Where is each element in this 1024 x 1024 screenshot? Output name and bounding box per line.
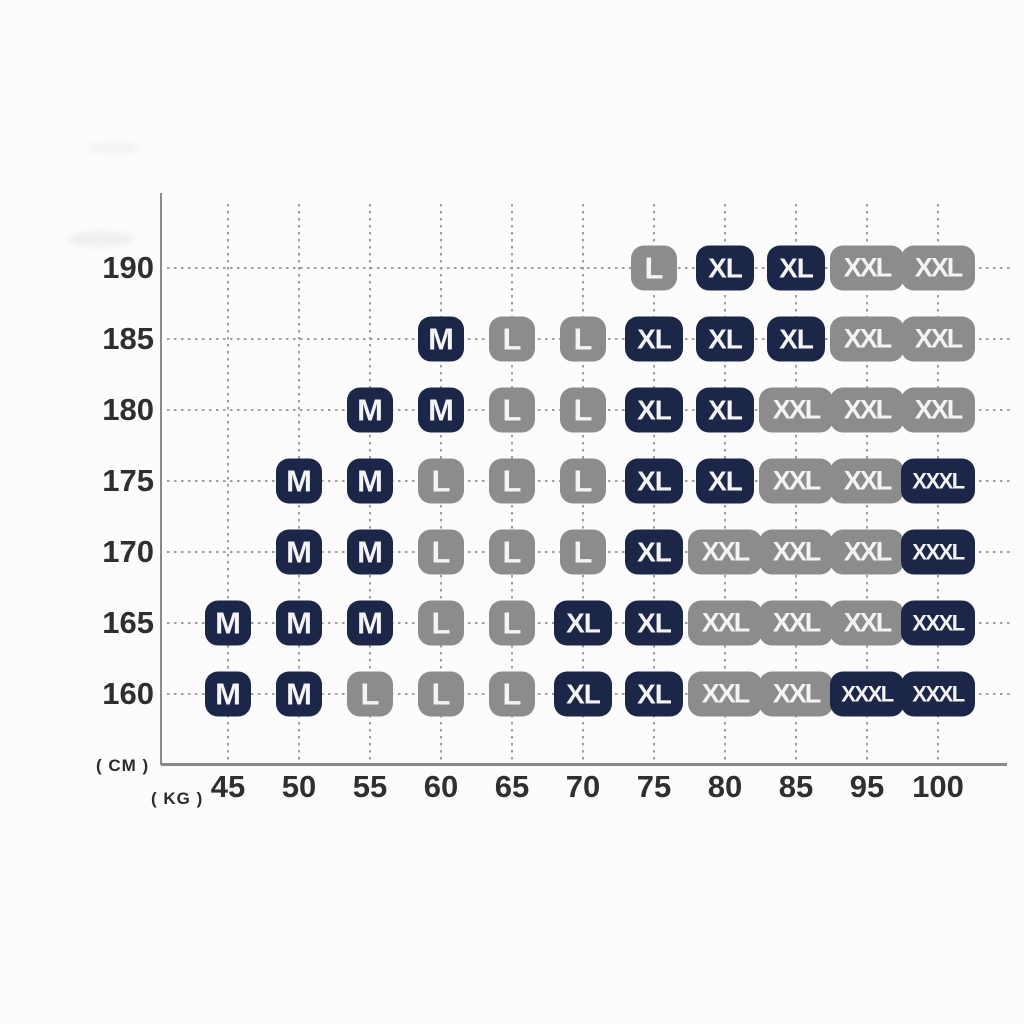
x-tick-label: 60 <box>423 769 459 804</box>
size-badge-m-165cm-50kg: M <box>276 600 322 646</box>
size-badge-m-165cm-45kg: M <box>205 600 251 646</box>
size-badge-l-175cm-70kg: L <box>560 458 606 504</box>
x-tick-label: 70 <box>565 769 601 804</box>
size-badge-xxxl-160cm-100kg: XXXL <box>901 671 975 717</box>
y-tick-label: 190 <box>102 250 154 285</box>
size-badge-xl-185cm-85kg: XL <box>767 316 825 362</box>
y-tick-label: 180 <box>102 392 154 427</box>
y-tick-label: 175 <box>102 463 154 498</box>
size-badge-m-165cm-55kg: M <box>347 600 393 646</box>
size-badge-xl-180cm-75kg: XL <box>625 387 683 433</box>
size-badge-l-175cm-65kg: L <box>489 458 535 504</box>
size-badge-xl-185cm-80kg: XL <box>696 316 754 362</box>
x-axis-unit-label: ( KG ) <box>151 789 204 808</box>
size-badge-xxl-160cm-85kg: XXL <box>759 671 833 717</box>
size-badge-l-165cm-60kg: L <box>418 600 464 646</box>
size-badge-l-185cm-70kg: L <box>560 316 606 362</box>
size-badge-l-160cm-55kg: L <box>347 671 393 717</box>
size-badge-xl-165cm-75kg: XL <box>625 600 683 646</box>
size-badge-xxxl-170cm-100kg: XXXL <box>901 529 975 575</box>
size-badge-m-180cm-55kg: M <box>347 387 393 433</box>
y-axis-line <box>160 193 162 765</box>
size-badge-xl-190cm-85kg: XL <box>767 245 825 291</box>
size-badge-xxl-165cm-80kg: XXL <box>688 600 762 646</box>
size-badge-xl-185cm-75kg: XL <box>625 316 683 362</box>
y-tick-label: 160 <box>102 676 154 711</box>
size-badge-xl-175cm-75kg: XL <box>625 458 683 504</box>
size-badge-xxxl-160cm-95kg: XXXL <box>830 671 904 717</box>
size-badge-l-165cm-65kg: L <box>489 600 535 646</box>
size-badge-l-180cm-65kg: L <box>489 387 535 433</box>
y-tick-label: 185 <box>102 321 154 356</box>
size-badge-m-160cm-50kg: M <box>276 671 322 717</box>
size-badge-m-170cm-55kg: M <box>347 529 393 575</box>
size-badge-xxl-185cm-95kg: XXL <box>830 316 904 362</box>
x-tick-label: 55 <box>352 769 388 804</box>
size-badge-m-170cm-50kg: M <box>276 529 322 575</box>
size-badge-xxl-185cm-100kg: XXL <box>901 316 975 362</box>
y-axis-unit-label: ( CM ) <box>96 756 150 775</box>
size-badge-xl-190cm-80kg: XL <box>696 245 754 291</box>
size-badge-l-170cm-70kg: L <box>560 529 606 575</box>
x-tick-label: 85 <box>778 769 814 804</box>
size-badge-l-170cm-60kg: L <box>418 529 464 575</box>
size-badge-xxl-175cm-85kg: XXL <box>759 458 833 504</box>
size-badge-xl-180cm-80kg: XL <box>696 387 754 433</box>
x-tick-label: 45 <box>210 769 246 804</box>
size-badge-xxl-165cm-95kg: XXL <box>830 600 904 646</box>
size-badge-xl-175cm-80kg: XL <box>696 458 754 504</box>
y-tick-label: 170 <box>102 534 154 569</box>
size-badge-xxxl-175cm-100kg: XXXL <box>901 458 975 504</box>
size-badge-xl-160cm-70kg: XL <box>554 671 612 717</box>
size-badge-l-185cm-65kg: L <box>489 316 535 362</box>
size-badge-xxl-180cm-100kg: XXL <box>901 387 975 433</box>
x-tick-label: 95 <box>849 769 885 804</box>
size-badge-xxl-180cm-95kg: XXL <box>830 387 904 433</box>
size-badge-l-175cm-60kg: L <box>418 458 464 504</box>
size-badge-xxl-175cm-95kg: XXL <box>830 458 904 504</box>
size-badge-m-175cm-55kg: M <box>347 458 393 504</box>
size-badge-xxl-165cm-85kg: XXL <box>759 600 833 646</box>
size-badge-xl-160cm-75kg: XL <box>625 671 683 717</box>
grid-vline <box>227 204 229 762</box>
x-tick-label: 75 <box>636 769 672 804</box>
x-tick-label: 80 <box>707 769 743 804</box>
y-tick-label: 165 <box>102 605 154 640</box>
size-badge-m-185cm-60kg: M <box>418 316 464 362</box>
x-axis-line <box>161 763 1007 766</box>
size-badge-l-160cm-60kg: L <box>418 671 464 717</box>
size-badge-m-160cm-45kg: M <box>205 671 251 717</box>
size-badge-xxl-170cm-80kg: XXL <box>688 529 762 575</box>
size-badge-xxl-160cm-80kg: XXL <box>688 671 762 717</box>
size-badge-l-190cm-75kg: L <box>631 245 677 291</box>
size-badge-xxxl-165cm-100kg: XXXL <box>901 600 975 646</box>
size-badge-xl-170cm-75kg: XL <box>625 529 683 575</box>
size-badge-xxl-190cm-100kg: XXL <box>901 245 975 291</box>
size-badge-m-180cm-60kg: M <box>418 387 464 433</box>
size-badge-xxl-190cm-95kg: XXL <box>830 245 904 291</box>
size-badge-xxl-170cm-95kg: XXL <box>830 529 904 575</box>
size-badge-xxl-180cm-85kg: XXL <box>759 387 833 433</box>
x-tick-label: 65 <box>494 769 530 804</box>
size-badge-xl-165cm-70kg: XL <box>554 600 612 646</box>
x-tick-label: 50 <box>281 769 317 804</box>
grid-hline <box>167 267 1012 269</box>
size-badge-xxl-170cm-85kg: XXL <box>759 529 833 575</box>
x-tick-label: 100 <box>912 769 964 804</box>
artifact-smudge <box>68 231 134 247</box>
artifact-smudge <box>88 142 140 154</box>
size-badge-l-170cm-65kg: L <box>489 529 535 575</box>
size-badge-l-180cm-70kg: L <box>560 387 606 433</box>
size-badge-l-160cm-65kg: L <box>489 671 535 717</box>
size-badge-m-175cm-50kg: M <box>276 458 322 504</box>
